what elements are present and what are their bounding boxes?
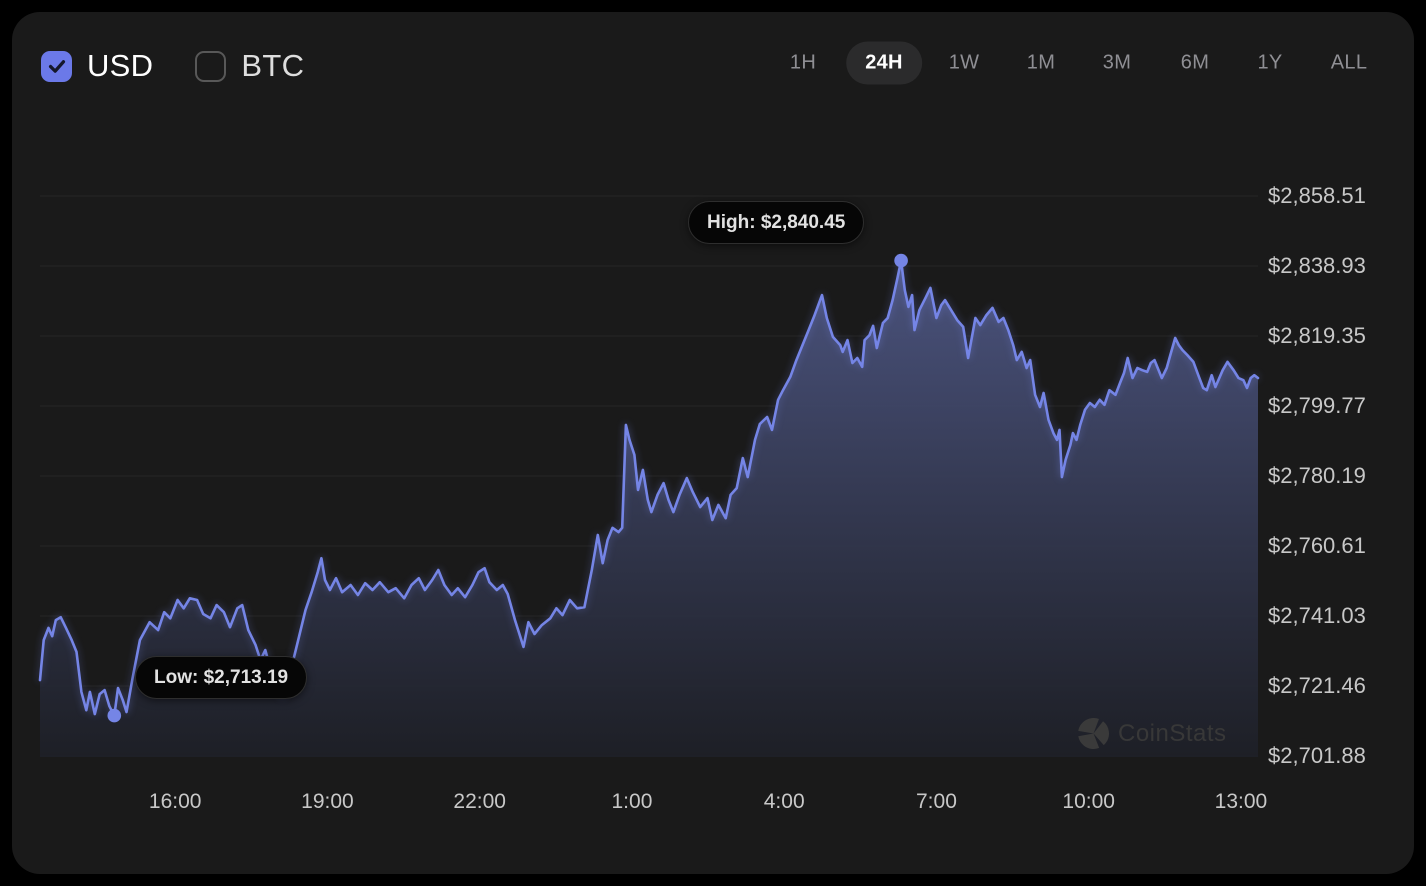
y-axis-label: $2,780.19: [1268, 463, 1366, 489]
y-axis-label: $2,741.03: [1268, 603, 1366, 629]
usd-label: USD: [87, 48, 154, 83]
watermark-text: CoinStats: [1118, 719, 1227, 747]
x-axis-label: 19:00: [301, 790, 354, 813]
price-area-fill: [40, 260, 1258, 757]
y-axis-label: $2,799.77: [1268, 393, 1366, 418]
tab-1y[interactable]: 1Y: [1249, 46, 1290, 81]
time-range-tabs: 1H 24H 1W 1M 3M 6M 1Y ALL: [12, 12, 1414, 874]
price-chart[interactable]: [12, 12, 1414, 874]
currency-toggle-group: USD BTC: [41, 48, 304, 84]
x-axis-label: 13:00: [1214, 790, 1268, 813]
tab-3m[interactable]: 3M: [1095, 46, 1139, 81]
tab-1w[interactable]: 1W: [941, 46, 988, 81]
y-axis-label: $2,760.61: [1268, 533, 1366, 559]
low-marker-dot: [107, 708, 122, 723]
x-axis-label: 22:00: [453, 790, 506, 813]
btc-toggle[interactable]: BTC: [195, 48, 304, 84]
x-axis-label: 16:00: [148, 790, 202, 813]
x-axis-label: 10:00: [1062, 790, 1115, 813]
x-axis-label: 7:00: [916, 790, 957, 813]
pie-chart-icon: [1078, 718, 1109, 749]
tab-1m[interactable]: 1M: [1019, 46, 1063, 81]
tab-1h[interactable]: 1H: [782, 46, 824, 81]
chart-panel: CoinStats $2,858.51 $2,838.93 $2,819.35 $2,…: [12, 12, 1414, 874]
check-icon: [48, 60, 65, 73]
x-axis-label: 4:00: [763, 790, 805, 813]
tab-6m[interactable]: 6M: [1173, 46, 1217, 81]
usd-toggle[interactable]: USD: [41, 48, 153, 84]
x-axis-label: 1:00: [611, 790, 653, 813]
btc-label: BTC: [241, 48, 305, 83]
coinstats-watermark: CoinStats: [1078, 718, 1227, 749]
y-axis-label: $2,838.93: [1268, 253, 1366, 278]
tab-all[interactable]: ALL: [1323, 46, 1376, 81]
low-tooltip: Low: $2,713.19: [135, 656, 308, 699]
high-marker-dot: [894, 253, 908, 268]
price-line: [38, 259, 1260, 717]
high-tooltip: High: $2,840.45: [688, 201, 865, 244]
y-axis-label: $2,701.88: [1268, 743, 1366, 768]
tab-24h[interactable]: 24H: [846, 41, 922, 85]
y-axis-label: $2,819.35: [1268, 323, 1366, 348]
y-axis-label: $2,721.46: [1268, 672, 1366, 698]
y-axis-label: $2,858.51: [1268, 183, 1366, 208]
btc-checkbox[interactable]: [195, 50, 227, 82]
usd-checkbox[interactable]: [41, 50, 72, 82]
